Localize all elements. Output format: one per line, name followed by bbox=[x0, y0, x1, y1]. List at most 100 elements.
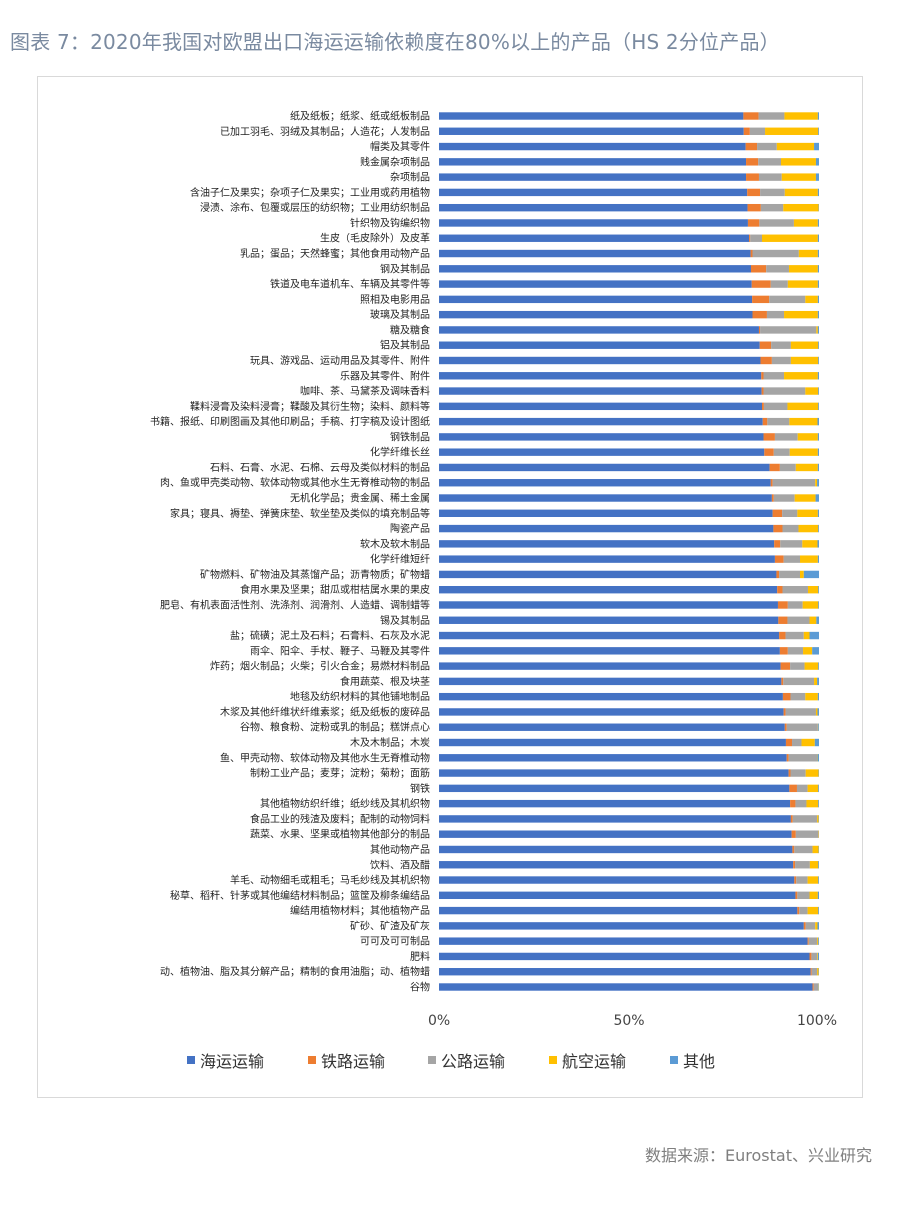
bar-segment-other bbox=[809, 631, 819, 640]
bar-segment-rail bbox=[809, 952, 812, 961]
bar-segment-air bbox=[816, 326, 818, 334]
category-label: 肉、鱼或甲壳类动物、软体动物或其他水生无脊椎动物的制品 bbox=[160, 476, 430, 489]
bar-segment-road bbox=[750, 234, 762, 242]
bar-segment-sea bbox=[439, 708, 784, 716]
bar-segment-sea bbox=[439, 754, 787, 762]
bar-segment-sea bbox=[439, 372, 762, 380]
stacked-bar-chart: 纸及纸板；纸浆、纸或纸板制品已加工羽毛、羽绒及其制品；人造花；人发制品帽类及其零… bbox=[150, 110, 837, 1072]
bar-segment-road bbox=[796, 784, 808, 793]
bar-segment-air bbox=[776, 142, 815, 151]
category-label: 蔬菜、水果、坚果或植物其他部分的制品 bbox=[250, 828, 430, 841]
bar-segment-sea bbox=[439, 952, 810, 961]
legend: 海运运输 铁路运输 公路运输 航空运输 其他 bbox=[187, 1052, 715, 1071]
bar-segment-rail bbox=[760, 356, 772, 365]
bar-segment-sea bbox=[439, 922, 804, 930]
x-tick-label: 100% bbox=[797, 1013, 837, 1029]
bar-segment-rail bbox=[790, 815, 793, 823]
bar-segment-rail bbox=[762, 402, 764, 411]
bar-segment-other bbox=[817, 265, 819, 273]
bar-segment-sea bbox=[439, 815, 791, 823]
category-label: 鞣料浸膏及染料浸膏；鞣酸及其衍生物；染料、颜料等 bbox=[190, 400, 430, 413]
bar-segment-rail bbox=[759, 341, 772, 349]
chart-frame: 纸及纸板；纸浆、纸或纸板制品 已加工羽毛、羽绒及其制品；人造花；人发制品 帽类及其零… bbox=[37, 76, 863, 1098]
bar-segment-air bbox=[815, 708, 818, 716]
bar-segment-rail bbox=[752, 310, 767, 319]
bar-segment-rail bbox=[784, 723, 787, 731]
bar-segment-rail bbox=[747, 203, 761, 212]
bar-segment-rail bbox=[774, 540, 781, 548]
bars-group bbox=[439, 112, 819, 991]
bar-segment-air bbox=[807, 784, 819, 793]
legend-swatch-air bbox=[549, 1056, 557, 1064]
category-label: 木及木制品；木炭 bbox=[350, 736, 430, 749]
bar-segment-air bbox=[805, 692, 818, 701]
bar-segment-sea bbox=[439, 799, 791, 808]
bar-segment-road bbox=[790, 769, 806, 777]
category-label: 无机化学品；贵金属、稀土金属 bbox=[290, 492, 430, 505]
bar-segment-sea bbox=[439, 692, 783, 701]
bar-segment-road bbox=[769, 295, 806, 304]
bar-segment-air bbox=[798, 249, 818, 258]
bar-segment-rail bbox=[761, 387, 764, 395]
bar-segment-other bbox=[814, 142, 819, 151]
bar-segment-other bbox=[818, 662, 819, 670]
bar-segment-air bbox=[783, 203, 819, 212]
bar-segment-air bbox=[798, 524, 819, 533]
bar-segment-road bbox=[805, 922, 816, 930]
bar-segment-road bbox=[786, 723, 818, 731]
bar-segment-sea bbox=[439, 983, 813, 991]
x-tick-label: 50% bbox=[613, 1013, 644, 1029]
bar-segment-air bbox=[817, 815, 819, 823]
bar-segment-sea bbox=[439, 784, 790, 793]
bar-segment-other bbox=[818, 784, 819, 793]
bar-segment-road bbox=[763, 372, 785, 380]
bar-segment-air bbox=[814, 677, 818, 686]
bar-segment-road bbox=[774, 433, 798, 441]
bar-segment-road bbox=[811, 952, 818, 961]
bar-segment-road bbox=[782, 509, 798, 517]
legend-label-air: 航空运输 bbox=[562, 1052, 626, 1071]
bar-segment-other bbox=[817, 555, 819, 563]
bar-segment-other bbox=[818, 601, 819, 609]
bar-segment-rail bbox=[795, 891, 798, 900]
bar-segment-air bbox=[807, 586, 819, 594]
category-label: 肥料 bbox=[410, 950, 430, 963]
bar-segment-air bbox=[784, 310, 818, 319]
bar-segment-sea bbox=[439, 295, 753, 304]
bar-segment-sea bbox=[439, 891, 796, 900]
x-tick-label: 0% bbox=[428, 1013, 450, 1029]
bar-segment-road bbox=[758, 173, 782, 181]
bar-segment-road bbox=[767, 417, 790, 426]
category-label: 其他动物产品 bbox=[370, 843, 430, 856]
category-label: 乐器及其零件、附件 bbox=[340, 369, 430, 382]
bar-segment-air bbox=[817, 937, 819, 945]
bar-segment-other bbox=[817, 280, 819, 288]
bar-segment-sea bbox=[439, 509, 773, 517]
bar-segment-other bbox=[817, 952, 819, 961]
bar-segment-rail bbox=[771, 494, 774, 502]
category-label: 纸及纸板；纸浆、纸或纸板制品 bbox=[290, 110, 430, 123]
bar-segment-road bbox=[758, 112, 785, 120]
bar-segment-rail bbox=[770, 479, 773, 487]
category-label: 贱金属杂项制品 bbox=[360, 155, 430, 168]
bar-segment-air bbox=[793, 219, 818, 227]
bar-segment-road bbox=[760, 203, 784, 212]
bar-segment-air bbox=[789, 417, 818, 426]
legend-label-other: 其他 bbox=[683, 1052, 715, 1071]
bar-segment-road bbox=[757, 142, 777, 151]
category-label: 食品工业的残渣及废料；配制的动物饲料 bbox=[250, 812, 430, 825]
bar-segment-rail bbox=[764, 448, 774, 456]
bar-segment-air bbox=[797, 509, 818, 517]
bar-segment-rail bbox=[780, 662, 791, 670]
category-label: 杂项制品 bbox=[390, 171, 430, 184]
bar-segment-sea bbox=[439, 127, 744, 135]
bar-segment-rail bbox=[794, 876, 797, 884]
category-labels: 纸及纸板；纸浆、纸或纸板制品已加工羽毛、羽绒及其制品；人造花；人发制品帽类及其零… bbox=[150, 110, 430, 994]
bar-segment-other bbox=[817, 310, 819, 319]
bar-segment-air bbox=[802, 540, 818, 548]
bar-segment-other bbox=[817, 249, 819, 258]
bar-segment-road bbox=[799, 906, 808, 915]
bar-segment-sea bbox=[439, 356, 761, 365]
bar-segment-sea bbox=[439, 265, 751, 273]
bar-segment-sea bbox=[439, 326, 759, 334]
